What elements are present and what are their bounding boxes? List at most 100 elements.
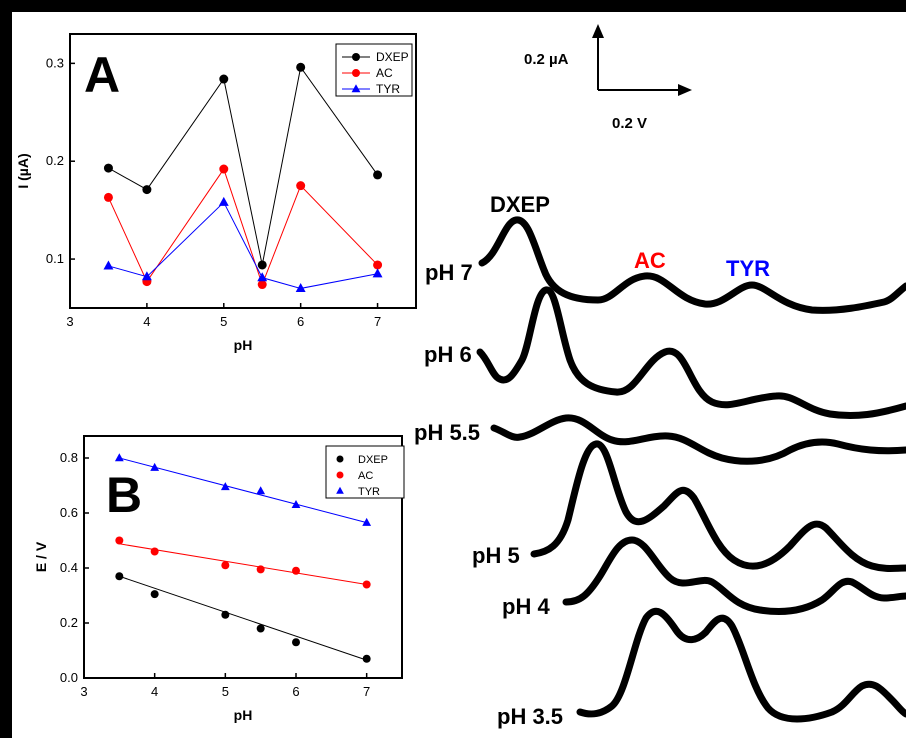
legend: DXEP AC TYR	[335, 43, 413, 97]
trace-label-ph5: pH 5	[472, 543, 520, 568]
y-tick-label: 0.4	[60, 560, 78, 575]
series-dxep	[115, 572, 371, 663]
fit-line	[119, 575, 367, 661]
data-point	[114, 453, 124, 462]
legend-label: TYR	[376, 82, 400, 96]
series-ac	[115, 536, 371, 589]
x-tick-label: 5	[220, 314, 227, 329]
trace-ph35	[576, 607, 906, 723]
data-point	[221, 561, 230, 570]
data-point	[115, 572, 124, 581]
data-point	[219, 74, 229, 84]
trace-label-ph7: pH 7	[425, 260, 473, 285]
series-line	[108, 201, 378, 289]
x-axis-label: pH	[234, 337, 253, 353]
trace-ph7	[478, 216, 906, 314]
data-point	[150, 547, 159, 556]
data-point	[219, 164, 229, 174]
y-tick-label: 0.3	[46, 55, 64, 70]
x-tick-label: 4	[151, 684, 158, 699]
legend-marker	[351, 84, 361, 93]
data-point	[291, 499, 301, 508]
legend-label: AC	[376, 66, 393, 80]
data-point	[141, 271, 152, 281]
legend-marker	[336, 486, 344, 494]
legend-box	[335, 43, 413, 97]
y-tick-label: 0.0	[60, 670, 78, 685]
data-point	[295, 283, 306, 293]
panel-b: 3 4 5 6 7 0.0 0.2 0.4 0.6 0.8 pH E / V B DXEP AC TYR	[33, 435, 405, 723]
data-point	[103, 192, 113, 202]
panel-a: 3 4 5 6 7 0.1 0.2 0.3 pH I (µA) A DXEP AC TYR	[15, 33, 417, 353]
trace-ph6	[476, 286, 906, 420]
fit-line	[119, 543, 367, 585]
series-line	[107, 167, 378, 286]
data-point	[362, 654, 371, 663]
legend-label: DXEP	[376, 50, 409, 64]
y-axis-label: E / V	[33, 541, 49, 572]
legend: DXEP AC TYR	[325, 445, 405, 499]
trace-ph4	[562, 536, 906, 616]
scale-bar-potential: 0.2 V	[612, 115, 647, 132]
data-point	[257, 260, 267, 270]
data-point	[292, 638, 300, 647]
data-point	[150, 590, 159, 599]
data-point	[362, 580, 371, 589]
y-tick-label: 0.2	[46, 153, 64, 168]
y-tick-label: 0.8	[60, 450, 78, 465]
trace-label-ph6: pH 6	[424, 342, 472, 367]
data-point	[373, 170, 383, 180]
series-dxep	[103, 62, 383, 270]
x-tick-label: 4	[143, 314, 150, 329]
data-point	[292, 566, 300, 575]
data-point	[150, 462, 160, 471]
trace-label-ph55: pH 5.5	[414, 420, 480, 445]
data-point	[221, 610, 230, 619]
x-tick-label: 7	[374, 314, 381, 329]
data-point	[103, 260, 114, 270]
legend-label: DXEP	[358, 454, 388, 466]
label-dxep: DXEP	[490, 192, 550, 217]
y-tick-label: 0.1	[46, 251, 64, 266]
x-tick-label: 7	[363, 684, 370, 699]
x-tick-label: 3	[66, 314, 73, 329]
trace-label-ph4: pH 4	[502, 594, 550, 619]
data-point	[362, 517, 372, 526]
legend-label: TYR	[358, 486, 380, 498]
trace-label-ph35: pH 3.5	[497, 704, 563, 729]
x-tick-label: 3	[80, 684, 87, 699]
data-point	[218, 196, 229, 206]
fit-line	[119, 457, 367, 524]
data-point	[115, 536, 124, 545]
data-point	[296, 62, 306, 72]
data-point	[256, 565, 265, 574]
panel-label: B	[106, 467, 142, 523]
plot-frame	[83, 435, 403, 679]
data-point	[103, 163, 113, 173]
legend-marker	[352, 69, 360, 77]
x-tick-label: 6	[297, 314, 304, 329]
voltammogram-traces	[476, 216, 906, 723]
trace-ph55	[490, 414, 906, 465]
x-tick-label: 6	[292, 684, 299, 699]
data-point	[372, 268, 383, 278]
label-tyr: TYR	[726, 256, 770, 281]
data-point	[296, 181, 306, 191]
data-point	[373, 260, 383, 270]
legend-label: AC	[358, 470, 373, 482]
y-axis-label: I (µA)	[15, 153, 31, 188]
y-tick-label: 0.6	[60, 505, 78, 520]
data-point	[257, 272, 268, 282]
legend-marker	[336, 455, 344, 463]
plot-frame	[69, 33, 417, 309]
series-line	[108, 66, 378, 266]
x-axis-label: pH	[234, 707, 253, 723]
data-point	[220, 482, 230, 491]
series-ac	[103, 164, 383, 290]
data-point	[256, 624, 265, 633]
data-point	[257, 280, 267, 290]
trace-ph5	[530, 440, 906, 572]
